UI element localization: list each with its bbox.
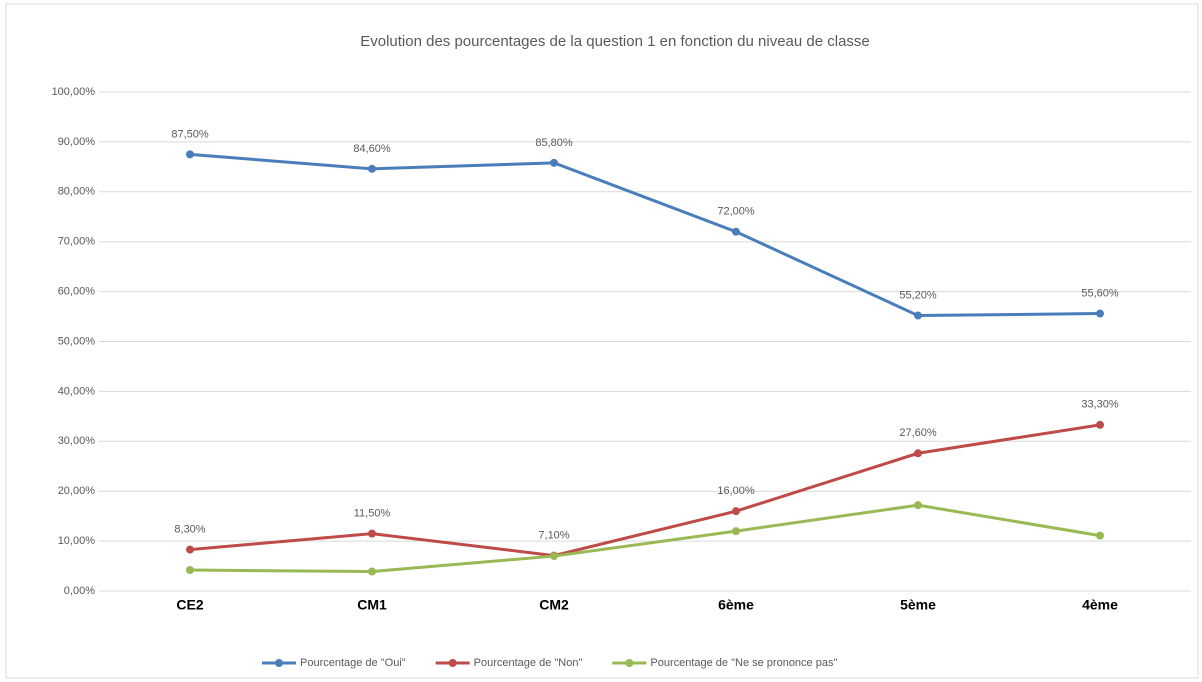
y-tick-label: 20,00% [58, 485, 96, 497]
legend-label: Pourcentage de "Ne se prononce pas" [650, 657, 837, 669]
data-label: 87,50% [171, 128, 209, 140]
x-tick-label: 5ème [900, 597, 936, 613]
data-point [1096, 309, 1104, 318]
y-tick-label: 10,00% [58, 535, 96, 547]
x-tick-label: CM2 [539, 597, 569, 613]
data-point [550, 552, 558, 561]
data-point [914, 311, 922, 320]
data-label: 55,20% [899, 289, 937, 301]
series-line [189, 152, 1101, 318]
x-tick-label: 6ème [718, 597, 754, 613]
series-line [189, 423, 1101, 558]
data-point [1096, 420, 1104, 429]
y-tick-label: 60,00% [58, 286, 96, 298]
data-point [186, 545, 194, 554]
data-label: 7,10% [538, 529, 569, 541]
y-tick-label: 30,00% [58, 435, 96, 447]
data-label: 16,00% [717, 485, 755, 497]
data-point [732, 227, 740, 236]
data-point [550, 158, 558, 167]
data-point [914, 501, 922, 510]
data-point [368, 164, 376, 173]
x-tick-label: CM1 [357, 597, 387, 613]
data-point [1096, 531, 1104, 540]
data-label: 33,30% [1081, 399, 1119, 411]
x-tick-label: 4ème [1082, 597, 1118, 613]
data-label: 11,50% [354, 508, 391, 520]
y-tick-label: 40,00% [58, 385, 96, 397]
data-label: 8,30% [174, 523, 205, 535]
legend-marker [275, 659, 283, 667]
x-tick-label: CE2 [176, 597, 203, 613]
data-label: 27,60% [899, 427, 937, 439]
y-tick-label: 70,00% [58, 236, 96, 248]
series-line [189, 503, 1101, 574]
y-tick-label: 100,00% [52, 86, 96, 98]
data-point [914, 449, 922, 458]
data-label: 84,60% [353, 143, 391, 155]
data-point [186, 566, 194, 575]
data-point [368, 567, 376, 576]
data-label: 72,00% [717, 206, 755, 218]
y-tick-label: 0,00% [64, 585, 95, 597]
y-tick-label: 90,00% [58, 136, 96, 148]
y-tick-label: 50,00% [58, 335, 96, 347]
data-label: 85,80% [535, 137, 573, 149]
y-tick-label: 80,00% [58, 186, 96, 198]
legend-marker [448, 659, 457, 667]
data-point [732, 507, 740, 516]
chart-title: Evolution des pourcentages de la questio… [360, 33, 870, 50]
data-label: 55,60% [1081, 287, 1119, 299]
legend-label: Pourcentage de "Non" [474, 657, 583, 669]
legend-marker [625, 659, 634, 667]
data-point [368, 529, 376, 538]
legend-label: Pourcentage de "Oui" [300, 657, 406, 669]
data-point [732, 527, 740, 536]
data-point [186, 150, 194, 159]
